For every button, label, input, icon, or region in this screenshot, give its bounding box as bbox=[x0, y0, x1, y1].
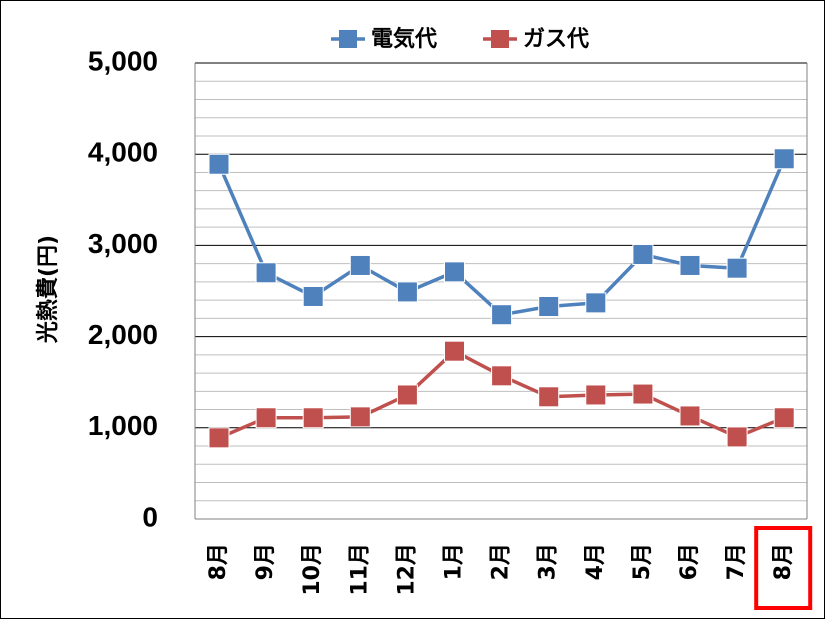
data-point-marker bbox=[538, 296, 560, 318]
data-point-marker bbox=[444, 261, 465, 283]
data-point-marker bbox=[349, 406, 371, 428]
legend: 電気代 ガス代 bbox=[331, 26, 589, 52]
legend-label: ガス代 bbox=[523, 27, 589, 52]
y-axis-tick-labels: 0 1,000 2,000 3,000 4,000 5,000 bbox=[88, 45, 158, 532]
y-tick-label: 0 bbox=[142, 501, 158, 532]
data-point-marker bbox=[632, 244, 654, 266]
legend-entry: ガス代 bbox=[483, 27, 589, 52]
x-tick-label: 1月 bbox=[442, 543, 467, 580]
x-tick-label: 3月 bbox=[536, 543, 561, 580]
y-axis-title: 光熱費(円) bbox=[35, 235, 61, 344]
data-point-marker bbox=[491, 365, 513, 387]
data-point-marker bbox=[773, 407, 795, 429]
x-tick-label: 10月 bbox=[300, 543, 325, 596]
x-tick-label: 5月 bbox=[630, 543, 655, 580]
y-tick-label: 5,000 bbox=[88, 45, 158, 76]
data-point-marker bbox=[255, 262, 277, 284]
legend-marker-swatch bbox=[491, 30, 509, 48]
y-tick-label: 1,000 bbox=[88, 410, 158, 441]
data-point-marker bbox=[773, 148, 795, 170]
x-tick-label: 9月 bbox=[253, 543, 278, 580]
highlight-box bbox=[754, 526, 813, 610]
data-point-marker bbox=[255, 407, 277, 429]
x-axis-tick-labels: 8月 9月 10月 11月 12月 1月 2月 3月 4月 5月 6月 7月 8月 bbox=[206, 543, 796, 596]
series-group bbox=[208, 340, 795, 449]
y-tick-label: 3,000 bbox=[88, 228, 158, 259]
data-point-marker bbox=[396, 384, 418, 406]
data-point-marker bbox=[444, 340, 465, 362]
data-point-marker bbox=[538, 386, 560, 408]
y-tick-label: 4,000 bbox=[88, 137, 158, 168]
x-tick-label: 11月 bbox=[347, 543, 372, 596]
legend-entry: 電気代 bbox=[331, 26, 437, 52]
data-point-marker bbox=[632, 383, 654, 405]
data-point-marker bbox=[396, 281, 418, 303]
data-point-marker bbox=[726, 426, 748, 448]
legend-marker-swatch bbox=[339, 30, 357, 48]
data-point-marker bbox=[349, 254, 371, 276]
x-tick-label: 6月 bbox=[677, 543, 702, 580]
data-point-marker bbox=[679, 254, 701, 276]
x-tick-label: 12月 bbox=[394, 543, 419, 596]
data-point-marker bbox=[491, 304, 513, 326]
data-point-marker bbox=[208, 153, 230, 175]
x-tick-label: 2月 bbox=[489, 543, 514, 580]
plot-area-frame bbox=[194, 63, 808, 520]
grid-lines bbox=[195, 62, 807, 502]
x-tick-label: 8月 bbox=[206, 543, 231, 580]
legend-label: 電気代 bbox=[371, 26, 437, 52]
data-point-marker bbox=[726, 257, 748, 279]
x-tick-label: 8月 bbox=[771, 543, 796, 580]
data-point-marker bbox=[302, 407, 324, 429]
series-lines bbox=[208, 148, 795, 449]
x-tick-label: 7月 bbox=[724, 543, 749, 580]
data-point-marker bbox=[585, 292, 607, 314]
data-point-marker bbox=[302, 285, 324, 307]
data-point-marker bbox=[208, 427, 230, 449]
data-point-marker bbox=[585, 384, 607, 406]
y-tick-label: 2,000 bbox=[88, 319, 158, 350]
series-group bbox=[208, 148, 795, 326]
data-point-marker bbox=[679, 405, 701, 427]
x-tick-label: 4月 bbox=[583, 543, 608, 580]
